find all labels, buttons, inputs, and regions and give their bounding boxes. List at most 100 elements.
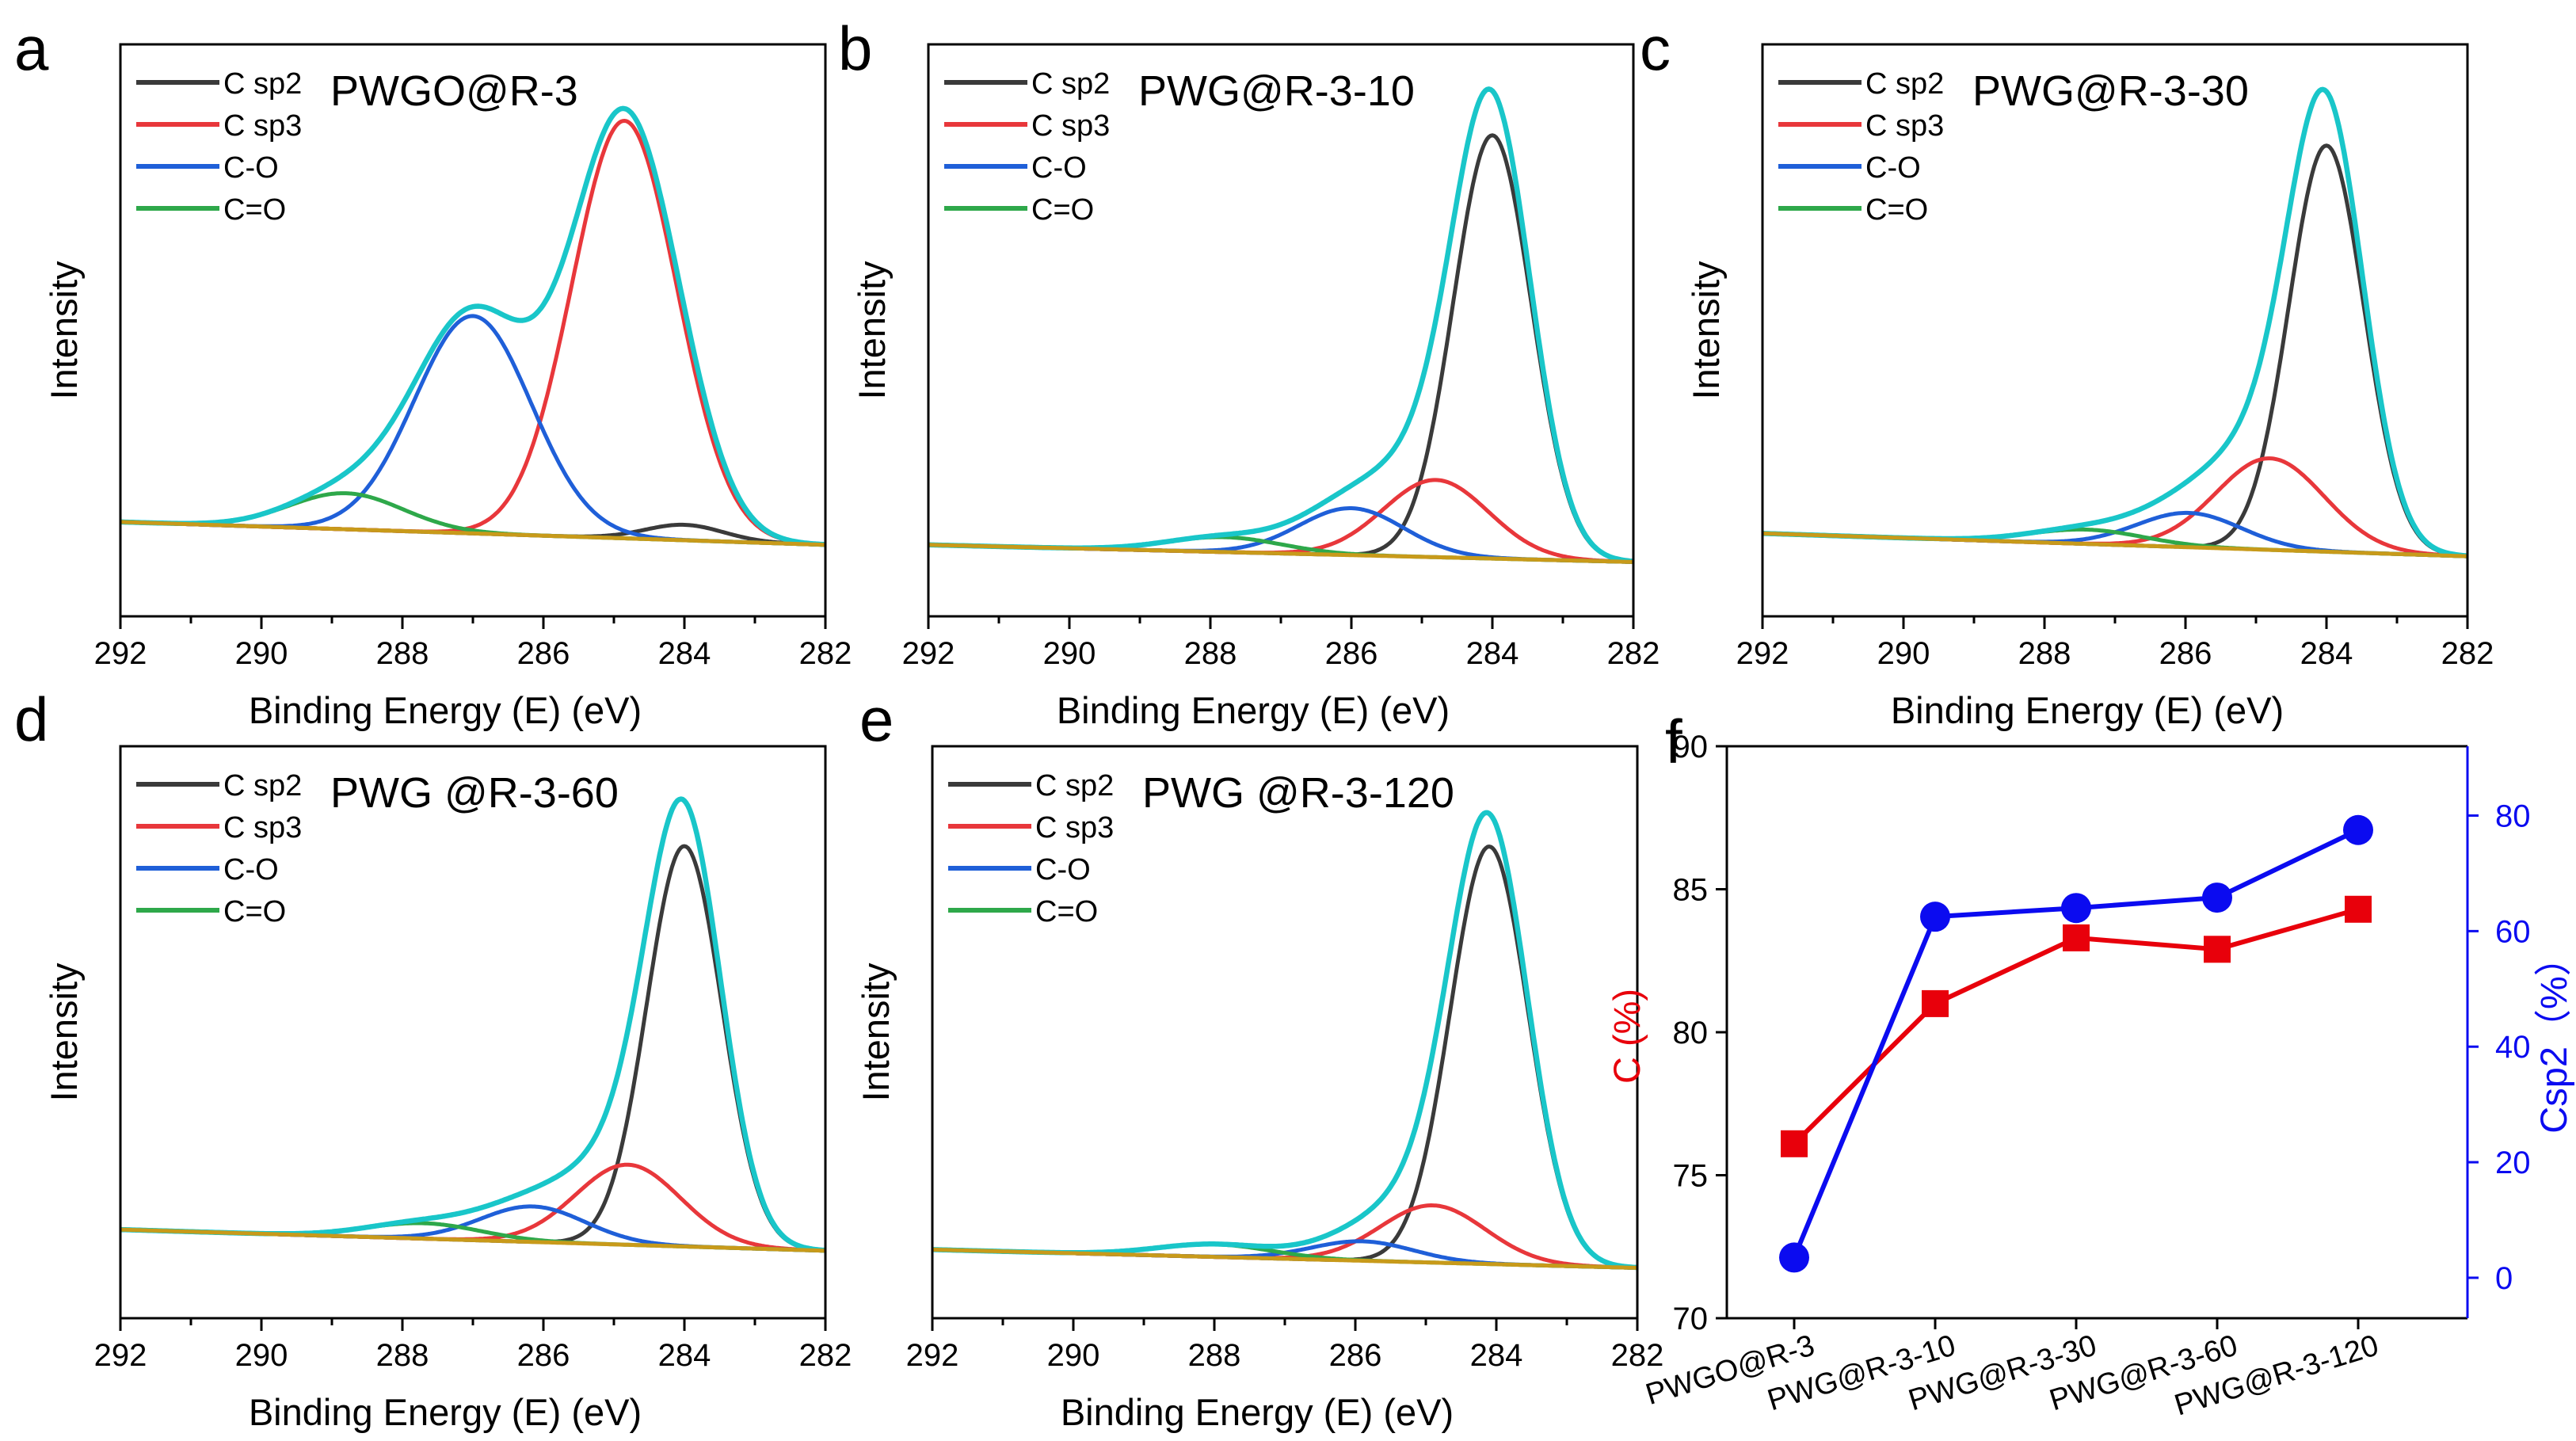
legend-label: C sp2 <box>223 769 302 802</box>
panel-label: e <box>859 684 894 754</box>
series-group <box>119 796 827 1253</box>
legend-label: C-O <box>223 151 279 185</box>
left-tick-label: 85 <box>1673 873 1709 908</box>
series-group <box>1761 86 2469 558</box>
left-tick-label: 75 <box>1673 1159 1709 1194</box>
right-tick-label: 80 <box>2495 799 2531 834</box>
left-axis-label: C (%) <box>1606 989 1648 1084</box>
panel-label: b <box>838 13 872 83</box>
right-tick-label: 60 <box>2495 914 2531 949</box>
baseline-curve <box>120 1227 826 1253</box>
panel-label: d <box>14 684 48 754</box>
x-axis-label: Binding Energy (E) (eV) <box>1891 689 2284 731</box>
panel-title: PWG @R-3-60 <box>330 769 619 817</box>
panel-e: e 292 290 288 286 284 282 Binding Energy (E) (e… <box>855 684 1663 1433</box>
data-point-c <box>1922 989 1949 1017</box>
legend-label: C-O <box>223 853 279 886</box>
data-point-c <box>1781 1130 1808 1157</box>
legend-label: C sp3 <box>1865 109 1944 143</box>
legend-label: C sp3 <box>1031 109 1110 143</box>
panel-label: f <box>1665 707 1682 776</box>
x-tick-label: 284 <box>658 636 711 671</box>
panel-a: a 292 290 288 286 284 282 Binding Energy (E) (e… <box>14 13 852 731</box>
data-point-c <box>2063 924 2090 951</box>
x-tick-label: 290 <box>1043 636 1096 671</box>
x-tick-label: 290 <box>235 1338 288 1373</box>
right-axis-label: Csp2（%） <box>2532 939 2574 1134</box>
data-point-csp2 <box>1920 902 1950 932</box>
x-tick-label: 292 <box>1736 636 1789 671</box>
x-tick-label: 292 <box>906 1338 959 1373</box>
x-tick-label: 288 <box>1188 1338 1241 1373</box>
baseline-curve <box>928 543 1633 564</box>
x-tick-label: 290 <box>1877 636 1930 671</box>
panel-d: d 292 290 288 286 284 282 Binding Energy (E) (e… <box>14 684 852 1433</box>
left-tick-label: 70 <box>1673 1302 1709 1336</box>
x-tick-label: 284 <box>2300 636 2353 671</box>
data-point-csp2 <box>1779 1242 1809 1273</box>
legend-label: C sp2 <box>1865 67 1944 101</box>
data-point-csp2 <box>2061 893 2091 924</box>
legend-label: C=O <box>223 895 286 928</box>
data-point-c <box>2204 936 2231 963</box>
panel-label: a <box>14 13 49 83</box>
right-tick-label: 20 <box>2495 1146 2531 1180</box>
series-group <box>927 86 1635 564</box>
x-tick-label: 292 <box>94 636 147 671</box>
x-tick-label: 282 <box>1611 1338 1664 1373</box>
x-tick-label: 284 <box>1466 636 1519 671</box>
y-axis-label: Intensity <box>1685 261 1727 400</box>
panel-c: c 292 290 288 286 284 282 Binding Energy (E) (e… <box>1640 13 2494 731</box>
legend-label: C sp3 <box>1035 811 1114 844</box>
x-tick-label: 288 <box>2018 636 2071 671</box>
panel-title: PWG@R-3-30 <box>1972 67 2249 115</box>
x-axis-label: Binding Energy (E) (eV) <box>1061 1391 1454 1433</box>
x-tick-label: 290 <box>1047 1338 1100 1373</box>
baseline-curve <box>120 520 826 547</box>
x-tick-label: 292 <box>94 1338 147 1373</box>
right-tick-label: 40 <box>2495 1030 2531 1065</box>
left-tick-label: 80 <box>1673 1016 1709 1050</box>
legend-label: C sp2 <box>223 67 302 101</box>
panel-title: PWGO@R-3 <box>330 67 578 115</box>
y-axis-label: Intensity <box>43 963 85 1102</box>
y-axis-label: Intensity <box>851 261 893 400</box>
x-tick-label: 286 <box>517 1338 570 1373</box>
x-axis-label: Binding Energy (E) (eV) <box>1057 689 1450 731</box>
x-tick-label: 282 <box>799 636 852 671</box>
x-tick-label: 288 <box>376 1338 429 1373</box>
data-point-csp2 <box>2202 883 2232 913</box>
x-tick-label: 286 <box>1325 636 1378 671</box>
x-tick-label: 286 <box>517 636 570 671</box>
x-axis-label: Binding Energy (E) (eV) <box>249 689 642 731</box>
series-group <box>931 810 1639 1271</box>
x-tick-label: 284 <box>658 1338 711 1373</box>
x-tick-label: 290 <box>235 636 288 671</box>
x-tick-label: 288 <box>1184 636 1237 671</box>
legend-label: C sp2 <box>1031 67 1110 101</box>
x-tick-label: 288 <box>376 636 429 671</box>
x-tick-label: 282 <box>2441 636 2494 671</box>
legend-label: C sp3 <box>223 811 302 844</box>
x-tick-label: 282 <box>1607 636 1660 671</box>
legend-label: C=O <box>223 193 286 227</box>
legend-label: C=O <box>1035 895 1098 928</box>
legend-label: C sp3 <box>223 109 302 143</box>
legend-label: C-O <box>1865 151 1921 185</box>
panel-label: c <box>1640 13 1671 83</box>
left-tick-label: 90 <box>1673 730 1709 764</box>
x-tick-label: 284 <box>1470 1338 1523 1373</box>
panel-title: PWG @R-3-120 <box>1142 769 1454 817</box>
data-point-csp2 <box>2343 814 2373 845</box>
y-axis-label: Intensity <box>855 963 897 1102</box>
y-axis-label: Intensity <box>43 261 85 400</box>
envelope-curve <box>119 105 827 547</box>
legend-label: C-O <box>1031 151 1087 185</box>
x-axis-label: Binding Energy (E) (eV) <box>249 1391 642 1433</box>
x-tick-label: 282 <box>799 1338 852 1373</box>
x-tick-label: 292 <box>902 636 955 671</box>
data-point-c <box>2345 895 2372 923</box>
baseline-curve <box>932 1247 1638 1270</box>
panel-b: b 292 290 288 286 284 282 Binding Energy (E) (e… <box>838 13 1660 731</box>
